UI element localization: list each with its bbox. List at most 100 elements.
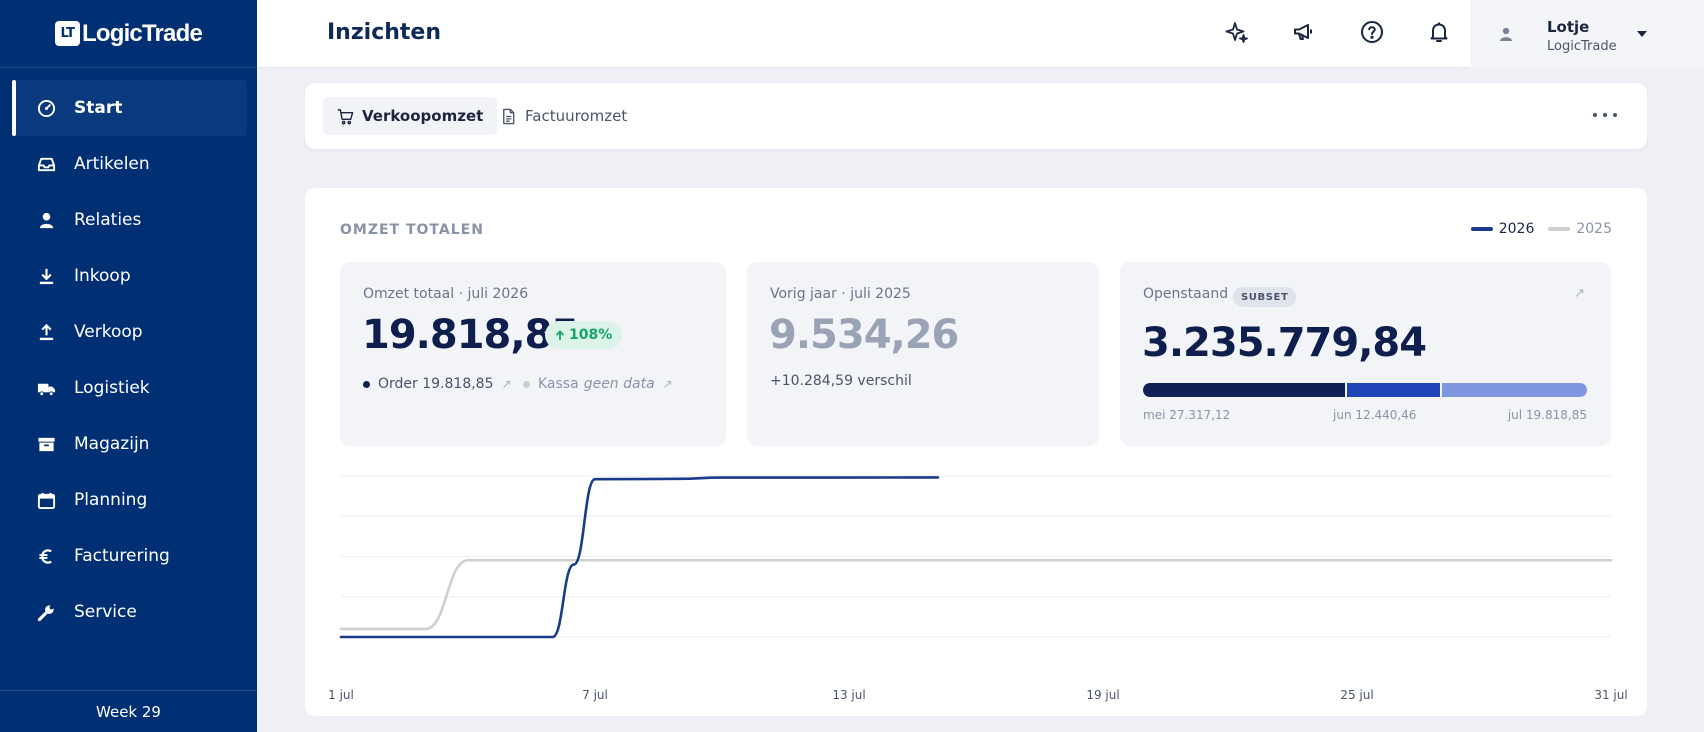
x-tick-label: 13 jul — [832, 688, 865, 702]
help-icon — [1360, 20, 1384, 48]
series-line-2026 — [339, 476, 940, 639]
x-tick-label: 1 jul — [328, 688, 354, 702]
kpi-value: 9.534,26 — [769, 312, 959, 358]
card-title: OMZET TOTALEN — [340, 222, 484, 238]
sidebar-item-label: Relaties — [74, 210, 142, 230]
gauge-icon — [36, 98, 56, 118]
upload-icon — [36, 322, 56, 342]
order-dot — [363, 380, 370, 388]
sidebar-item-start[interactable]: Start — [12, 80, 247, 136]
sidebar-item-label: Verkoop — [74, 322, 143, 342]
sidebar-item-label: Service — [74, 602, 137, 622]
kassa-value: geen data — [583, 376, 655, 392]
kpi-diff: +10.284,59 verschil — [770, 373, 912, 389]
sidebar-item-verkoop[interactable]: Verkoop — [0, 304, 257, 360]
calendar-icon — [36, 490, 56, 510]
user-menu[interactable]: Lotje LogicTrade — [1470, 0, 1704, 68]
dot — [1603, 113, 1607, 117]
kpi-openstaand: Openstaand SUBSET ↗ 3.235.779,84 mei 27.… — [1120, 262, 1611, 446]
sidebar-item-label: Inkoop — [74, 266, 131, 286]
tab-factuuromzet[interactable]: Factuuromzet — [486, 97, 641, 135]
arrow-up-icon — [555, 329, 565, 341]
kpi-label: Vorig jaar · juli 2025 — [770, 286, 911, 302]
stack-segment-jun — [1347, 383, 1440, 397]
sidebar-item-label: Start — [74, 98, 123, 118]
ai-assistant-button[interactable] — [1221, 18, 1253, 50]
series-line-2025 — [339, 558, 1613, 631]
x-tick-label: 7 jul — [582, 688, 608, 702]
week-indicator: Week 29 — [0, 690, 257, 732]
stack-segment-mei — [1143, 383, 1346, 397]
x-tick-label: 19 jul — [1086, 688, 1119, 702]
kassa-dot — [523, 380, 530, 388]
truck-icon — [36, 378, 56, 398]
sidebar-item-inkoop[interactable]: Inkoop — [0, 248, 257, 304]
revenue-line-chart: 1 jul 7 jul 13 jul 19 jul 25 jul 31 jul — [328, 475, 1628, 702]
stack-segment-jul — [1441, 383, 1587, 397]
dot — [1613, 113, 1617, 117]
logo-mark: LT — [54, 21, 80, 46]
month-stack-bar — [1143, 383, 1587, 397]
x-tick-label: 25 jul — [1340, 688, 1373, 702]
kpi-vorig-jaar: Vorig jaar · juli 2025 9.534,26 +10.284,… — [747, 262, 1099, 446]
help-button[interactable] — [1356, 18, 1388, 50]
sidebar-item-logistiek[interactable]: Logistiek — [0, 360, 257, 416]
announcements-button[interactable] — [1288, 18, 1320, 50]
sidebar-item-relaties[interactable]: Relaties — [0, 192, 257, 248]
sidebar-item-label: Magazijn — [74, 434, 150, 454]
stack-label-jun: jun 12.440,46 — [1333, 408, 1417, 422]
document-icon — [500, 108, 525, 125]
chart-legend: 2026 2025 — [1457, 221, 1612, 237]
download-icon — [36, 266, 56, 286]
kpi-value: 3.235.779,84 — [1142, 320, 1427, 366]
sidebar-item-service[interactable]: Service — [0, 584, 257, 640]
external-link-icon[interactable]: ↗ — [1574, 286, 1585, 301]
legend-item-2026: 2026 — [1470, 221, 1535, 237]
legend-swatch — [1548, 227, 1571, 231]
external-link-icon[interactable]: ↗ — [662, 377, 673, 391]
kassa-label: Kassa — [538, 376, 579, 392]
bell-icon — [1427, 20, 1451, 48]
kpi-label: Openstaand — [1143, 286, 1229, 302]
sidebar-item-label: Artikelen — [74, 154, 150, 174]
stack-label-mei: mei 27.317,12 — [1143, 408, 1231, 422]
stack-label-jul: jul 19.818,85 — [1507, 408, 1587, 422]
user-icon — [36, 210, 56, 230]
omzet-totalen-card: OMZET TOTALEN 2026 2025 Omzet totaal · j… — [305, 188, 1647, 716]
megaphone-icon — [1292, 20, 1316, 48]
app-logo[interactable]: LT LogicTrade — [0, 0, 257, 68]
dot — [1593, 113, 1597, 117]
user-name: Lotje — [1547, 18, 1590, 36]
tab-verkoopomzet[interactable]: Verkoopomzet — [323, 97, 498, 135]
sidebar-item-label: Facturering — [74, 546, 170, 566]
kpi-omzet-totaal: Omzet totaal · juli 2026 19.818,85 108% … — [340, 262, 726, 446]
x-tick-label: 31 jul — [1594, 688, 1627, 702]
sidebar-nav: Start Artikelen Relaties Inkoop Verkoop — [0, 80, 257, 640]
external-link-icon[interactable]: ↗ — [501, 377, 512, 391]
page-title: Inzichten — [327, 20, 441, 45]
sidebar-item-magazijn[interactable]: Magazijn — [0, 416, 257, 472]
logo-text: LogicTrade — [81, 19, 203, 47]
kpi-label: Omzet totaal · juli 2026 — [363, 286, 529, 302]
kpi-value: 19.818,85 — [362, 312, 579, 358]
sidebar-item-label: Logistiek — [74, 378, 150, 398]
sidebar-item-label: Planning — [74, 490, 148, 510]
euro-icon — [36, 546, 56, 566]
sidebar-item-planning[interactable]: Planning — [0, 472, 257, 528]
kassa-breakdown: Kassa geen data ↗ — [523, 376, 673, 392]
legend-label: 2026 — [1498, 221, 1535, 237]
user-org: LogicTrade — [1547, 39, 1617, 54]
sidebar-item-artikelen[interactable]: Artikelen — [0, 136, 257, 192]
user-avatar-icon — [1498, 26, 1514, 42]
order-breakdown: Order 19.818,85 ↗ — [363, 376, 512, 392]
notifications-button[interactable] — [1423, 18, 1455, 50]
growth-value: 108% — [569, 327, 613, 343]
growth-badge: 108% — [545, 321, 623, 349]
legend-label: 2025 — [1576, 221, 1612, 237]
cart-icon — [337, 108, 362, 125]
tab-label: Verkoopomzet — [362, 107, 484, 125]
more-options-button[interactable] — [1593, 105, 1617, 125]
sidebar-item-facturering[interactable]: Facturering — [0, 528, 257, 584]
subset-badge: SUBSET — [1233, 287, 1297, 307]
inbox-icon — [36, 154, 56, 174]
